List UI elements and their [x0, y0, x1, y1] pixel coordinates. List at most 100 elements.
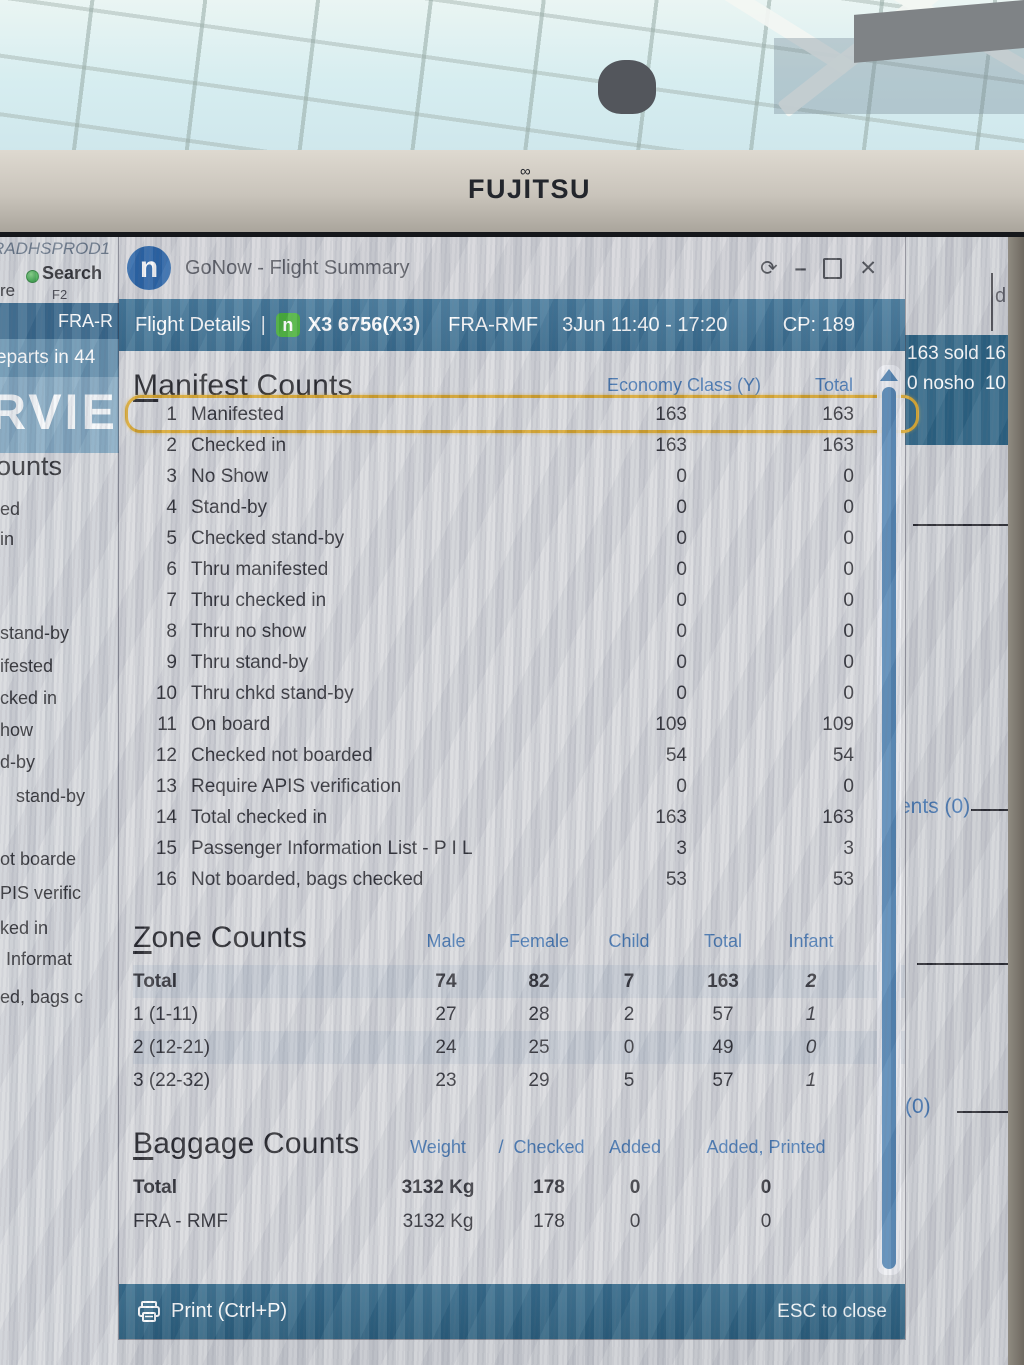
row-label: Thru checked in: [191, 589, 327, 611]
capacity-label: CP: 189: [782, 313, 855, 336]
minimize-icon[interactable]: –: [794, 256, 807, 280]
zone-row-1: 1 (1-11) 27 28 2 57 1: [133, 998, 905, 1031]
manifest-row-thru-chkd-stand-by[interactable]: 10 Thru chkd stand-by 0 0: [133, 678, 905, 709]
row-label: Not boarded, bags checked: [191, 868, 424, 890]
slash-separator: /: [498, 1137, 504, 1157]
column-divider: [991, 273, 993, 331]
manifest-row-checked-not-boarded[interactable]: 12 Checked not boarded 54 54: [133, 740, 905, 771]
manifest-row-thru-stand-by[interactable]: 9 Thru stand-by 0 0: [133, 647, 905, 678]
dialog-titlebar[interactable]: n GoNow - Flight Summary ⟳ – ✕: [119, 237, 905, 299]
total-value: 49: [712, 1036, 734, 1058]
separator: |: [260, 313, 266, 336]
female-value: 28: [528, 1003, 550, 1025]
scrollbar-thumb[interactable]: [882, 387, 896, 1269]
manifest-row-thru-no-show[interactable]: 8 Thru no show 0 0: [133, 616, 905, 647]
partial-text: d-by: [0, 752, 36, 772]
economy-value: 0: [676, 527, 687, 549]
total-value: 0: [843, 620, 854, 642]
total-value: 0: [843, 775, 854, 797]
economy-value: 163: [655, 434, 687, 456]
dialog-content: Manifest Counts Economy Class (Y) Total …: [119, 351, 919, 1239]
row-number: 2: [166, 434, 177, 456]
manifest-row-require-apis[interactable]: 13 Require APIS verification 0 0: [133, 771, 905, 802]
print-button[interactable]: Print (Ctrl+P): [137, 1300, 287, 1323]
partial-text: cked in: [0, 688, 58, 708]
female-value: 25: [528, 1036, 550, 1058]
infant-value: 1: [805, 1069, 817, 1091]
manifest-row-not-boarded-bags-checked[interactable]: 16 Not boarded, bags checked 53 53: [133, 864, 905, 895]
added-column-header: Added: [608, 1137, 662, 1157]
row-label: On board: [191, 713, 271, 735]
airport-ceiling: [0, 0, 1024, 152]
row-label: Passenger Information List - P I L: [191, 837, 473, 859]
infant-value: 2: [805, 970, 817, 992]
row-number: 16: [155, 868, 177, 890]
row-number: 8: [166, 620, 177, 642]
added-printed-column-header: Added, Printed: [706, 1137, 826, 1157]
added-printed-value: 0: [760, 1177, 772, 1198]
overview-watermark-band: RVIE: [0, 377, 119, 453]
child-value: 5: [623, 1069, 635, 1091]
economy-value: 3: [676, 837, 687, 859]
manifest-row-thru-checked-in[interactable]: 7 Thru checked in 0 0: [133, 585, 905, 616]
economy-value: 0: [676, 775, 687, 797]
partial-text: in: [0, 529, 15, 549]
baggage-label: FRA - RMF: [133, 1211, 228, 1232]
row-label: No Show: [191, 465, 269, 487]
total-column-header: Total: [703, 931, 743, 951]
economy-value: 53: [665, 868, 687, 890]
total-value: 53: [832, 868, 854, 890]
manifest-row-checked-in[interactable]: 2 Checked in 163 163: [133, 430, 905, 461]
flight-details-label: Flight Details: [135, 313, 251, 336]
manifest-row-thru-manifested[interactable]: 6 Thru manifested 0 0: [133, 554, 905, 585]
departs-bar: eparts in 44: [0, 339, 119, 377]
manifest-row-no-show[interactable]: 3 No Show 0 0: [133, 461, 905, 492]
male-value: 27: [435, 1003, 457, 1025]
manifest-row-manifested[interactable]: 1 Manifested 163 163: [125, 395, 919, 433]
economy-value: 0: [676, 651, 687, 673]
maximize-icon[interactable]: [823, 257, 843, 279]
row-number: 14: [155, 806, 177, 828]
gonow-logo-icon: n: [127, 246, 171, 290]
background-app-left: RADHSPROD1 re Search F2 FRA-R eparts in …: [0, 237, 119, 1365]
partial-counts-heading: ounts: [0, 451, 63, 481]
monitor-bezel-right: [1008, 237, 1024, 1365]
baggage-row-fra-rmf: FRA - RMF 3132 Kg 178 0 0: [133, 1205, 905, 1239]
manifest-row-total-checked-in[interactable]: 14 Total checked in 163 163: [133, 802, 905, 833]
infant-value: 0: [805, 1036, 817, 1058]
divider-line: [957, 1111, 1008, 1113]
dialog-scrollbar[interactable]: [877, 365, 901, 1275]
economy-value: 54: [665, 744, 687, 766]
economy-class-column-header: Economy Class (Y): [606, 375, 762, 395]
economy-value: 0: [676, 589, 687, 611]
zone-row-total: Total 74 82 7 163 2: [133, 965, 905, 998]
refresh-icon[interactable]: ⟳: [760, 256, 778, 280]
manifest-row-stand-by[interactable]: 4 Stand-by 0 0: [133, 492, 905, 523]
checked-value: 178: [533, 1177, 565, 1198]
flight-summary-dialog: n GoNow - Flight Summary ⟳ – ✕ Flight De…: [119, 237, 919, 1339]
economy-value: 109: [655, 713, 687, 735]
fra-header-bar: FRA-R: [0, 303, 119, 339]
row-number: 9: [166, 651, 177, 673]
partial-text: stand-by: [0, 623, 70, 643]
total-column-header: Total: [814, 375, 854, 395]
partial-text: PIS verific: [0, 883, 82, 903]
manifest-row-pil[interactable]: 15 Passenger Information List - P I L 3 3: [133, 833, 905, 864]
weight-value: 3132 Kg: [402, 1211, 474, 1232]
baggage-row-total: Total 3132 Kg 178 0 0: [133, 1171, 905, 1205]
manifest-row-checked-stand-by[interactable]: 5 Checked stand-by 0 0: [133, 523, 905, 554]
added-value: 0: [629, 1177, 641, 1198]
close-icon[interactable]: ✕: [859, 256, 877, 280]
partial-text: ifested: [0, 656, 54, 676]
child-value: 2: [623, 1003, 635, 1025]
row-label: Manifested: [191, 403, 284, 425]
manifest-row-on-board[interactable]: 11 On board 109 109: [133, 709, 905, 740]
fujitsu-infinity-mark: ∞: [520, 163, 533, 180]
row-label: Thru chkd stand-by: [191, 682, 354, 704]
row-label: Checked not boarded: [191, 744, 373, 766]
partial-text: how: [0, 720, 34, 740]
row-number: 13: [155, 775, 177, 797]
scroll-up-icon[interactable]: [880, 369, 898, 381]
search-button[interactable]: Search: [42, 263, 103, 283]
total-value: 0: [843, 589, 854, 611]
